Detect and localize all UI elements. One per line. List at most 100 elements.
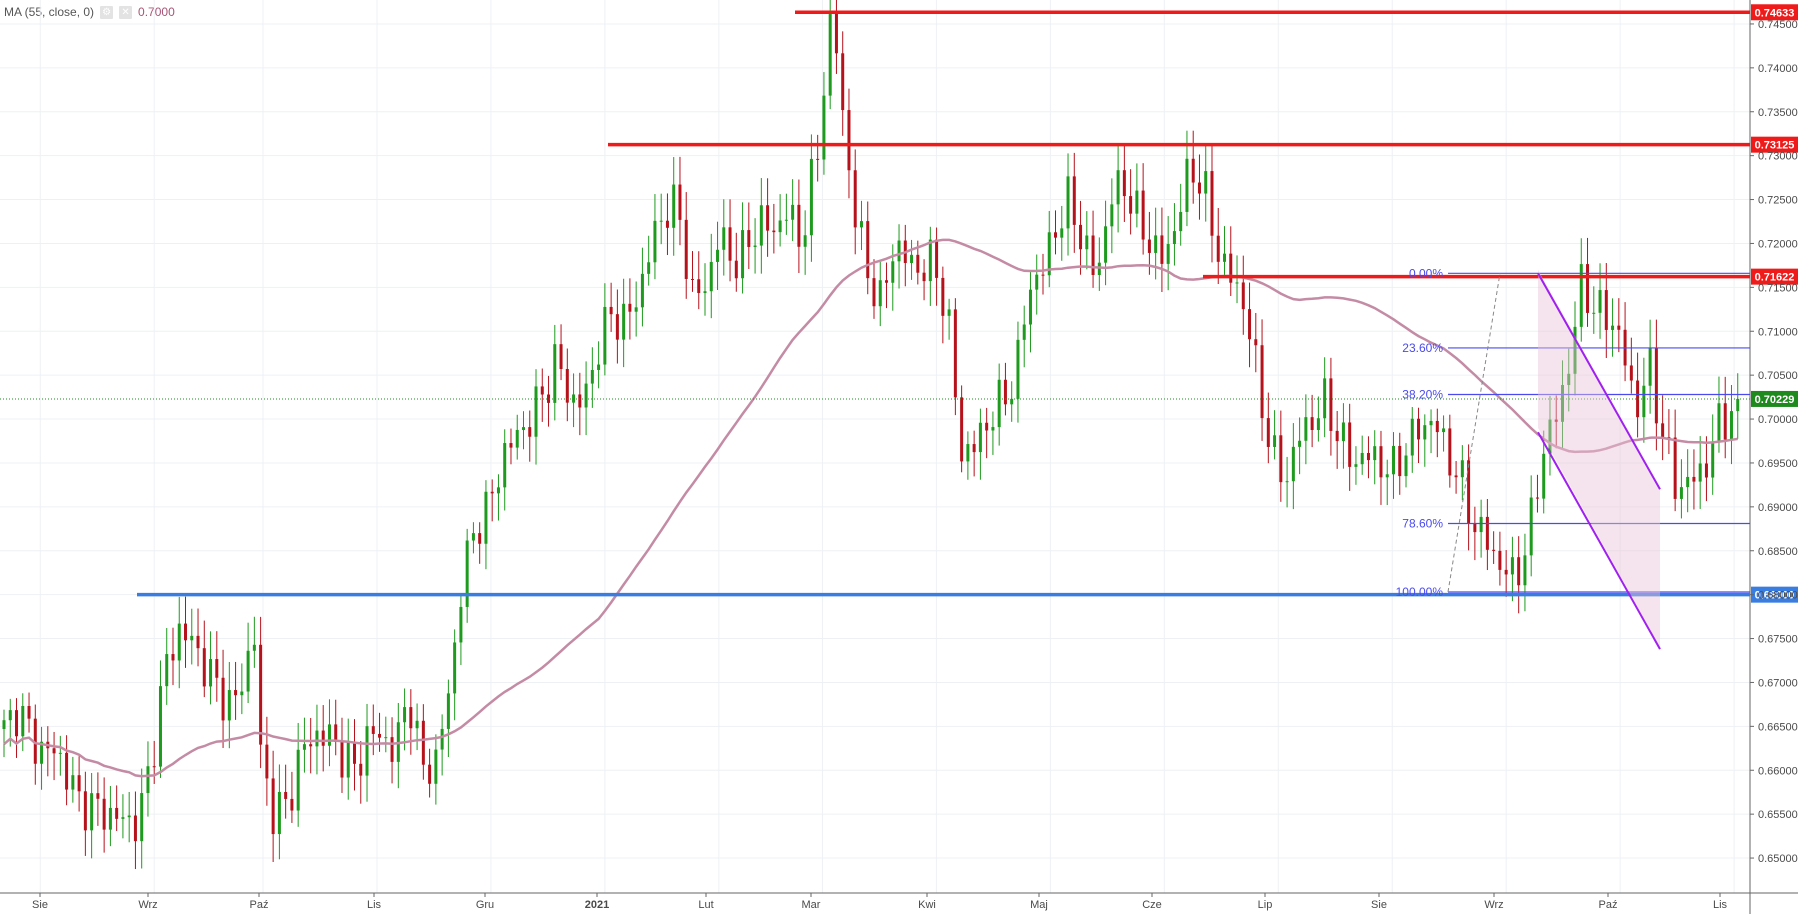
x-tick-label: Wrz: [1484, 899, 1503, 911]
candle-body: [1147, 239, 1151, 253]
x-tick-label: Sie: [1371, 899, 1387, 911]
candle-body: [565, 368, 569, 403]
candle-body: [1398, 445, 1402, 477]
candle-body: [803, 235, 807, 247]
y-tick-label: 0.69500: [1758, 458, 1798, 470]
candle-body: [421, 720, 425, 765]
candle-body: [1035, 274, 1039, 290]
candle-body: [1485, 516, 1489, 550]
candle-body: [509, 443, 513, 448]
candle-body: [816, 158, 820, 160]
candle-body: [1560, 384, 1564, 422]
candle-body: [484, 491, 488, 544]
candle-body: [127, 815, 131, 818]
y-tick-label: 0.72000: [1758, 238, 1798, 250]
candle-body: [1673, 437, 1677, 499]
y-tick-label: 0.73500: [1758, 107, 1798, 119]
descending-channel[interactable]: [1537, 269, 1661, 650]
candle-body: [922, 272, 926, 282]
channel-lower-line: [1537, 431, 1661, 650]
candle-body: [1360, 452, 1364, 465]
candle-body: [647, 262, 651, 274]
candle-body: [33, 718, 37, 764]
y-tick-label: 0.67500: [1758, 634, 1798, 646]
candle-body: [271, 778, 275, 835]
candle-body: [83, 791, 87, 831]
fib-level-label: 78.60%: [1402, 517, 1443, 531]
candle-body: [966, 444, 970, 462]
candle-body: [15, 710, 19, 737]
candle-body: [8, 710, 12, 721]
candle-body: [1429, 420, 1433, 426]
candle-body: [716, 249, 720, 262]
candle-body: [1097, 262, 1101, 276]
candle-body: [403, 707, 407, 723]
level-badge-label: 0.73125: [1755, 140, 1795, 152]
candle-body: [21, 705, 25, 737]
candle-body: [1141, 190, 1145, 240]
candle-body: [1273, 435, 1277, 447]
candle-body: [440, 728, 444, 750]
candle-body: [747, 230, 751, 247]
candle-body: [1047, 232, 1051, 276]
candle-body: [910, 254, 914, 263]
x-tick-label: Wrz: [138, 899, 157, 911]
fib-level-label: 100.00%: [1396, 585, 1444, 599]
candle-body: [665, 220, 669, 228]
y-tick-label: 0.65000: [1758, 853, 1798, 865]
candle-body: [1479, 516, 1483, 533]
candle-body: [534, 386, 538, 437]
candle-body: [177, 623, 181, 661]
x-axis-ticks: Sie Wrz Paź Lis Gru 2021 Lut Mar Kwi Maj Cze Lip Sie…: [32, 893, 1728, 911]
channel-upper-line: [1537, 272, 1661, 490]
candle-body: [521, 427, 525, 430]
candle-body: [334, 724, 338, 742]
y-tick-label: 0.65500: [1758, 809, 1798, 821]
candle-body: [409, 707, 413, 729]
candle-body: [309, 744, 313, 747]
candle-body: [1410, 418, 1414, 456]
candle-body: [690, 278, 694, 280]
current-price-badge: [1751, 390, 1798, 407]
candle-body: [146, 766, 150, 794]
candle-body: [58, 752, 62, 754]
fibonacci-retracement[interactable]: 0.00% 23.60% 38.20% 78.60% 100.00%: [1396, 266, 1750, 599]
level-badge: [1751, 4, 1798, 21]
candle-body: [1185, 158, 1189, 212]
candle-body: [390, 737, 394, 762]
candle-body: [1704, 463, 1708, 478]
candle-body: [841, 53, 845, 111]
candle-body: [1104, 226, 1108, 263]
candle-body: [997, 379, 1001, 428]
candle-body: [1310, 417, 1314, 431]
candle-body: [1698, 463, 1702, 482]
x-tick-label: Paź: [1599, 899, 1618, 911]
candle-body: [859, 221, 863, 228]
indicator-legend: MA (55, close, 0) ⚙ ✕ 0.7000: [4, 5, 175, 19]
candle-body: [115, 807, 119, 819]
candle-body: [165, 654, 169, 687]
candle-body: [1448, 428, 1452, 476]
level-badge-label: 0.74633: [1755, 7, 1795, 19]
settings-icon[interactable]: ⚙: [100, 5, 114, 19]
candle-body: [872, 278, 876, 307]
candle-body: [797, 204, 801, 247]
close-icon[interactable]: ✕: [119, 5, 133, 19]
candle-body: [1692, 476, 1696, 482]
candle-body: [741, 230, 745, 279]
candle-body: [1266, 418, 1270, 447]
fib-level-label: 38.20%: [1402, 387, 1443, 401]
candle-body: [697, 279, 701, 294]
candle-body: [1191, 158, 1195, 183]
indicator-name[interactable]: MA (55, close, 0): [4, 5, 95, 19]
candle-body: [1304, 417, 1308, 441]
candle-body: [1529, 497, 1533, 556]
level-badge: [1751, 586, 1798, 603]
candle-body: [240, 691, 244, 696]
candle-body: [446, 693, 450, 729]
candle-body: [1003, 379, 1007, 405]
candle-body: [52, 748, 56, 754]
candle-body: [96, 793, 100, 799]
candle-body: [1667, 437, 1671, 439]
